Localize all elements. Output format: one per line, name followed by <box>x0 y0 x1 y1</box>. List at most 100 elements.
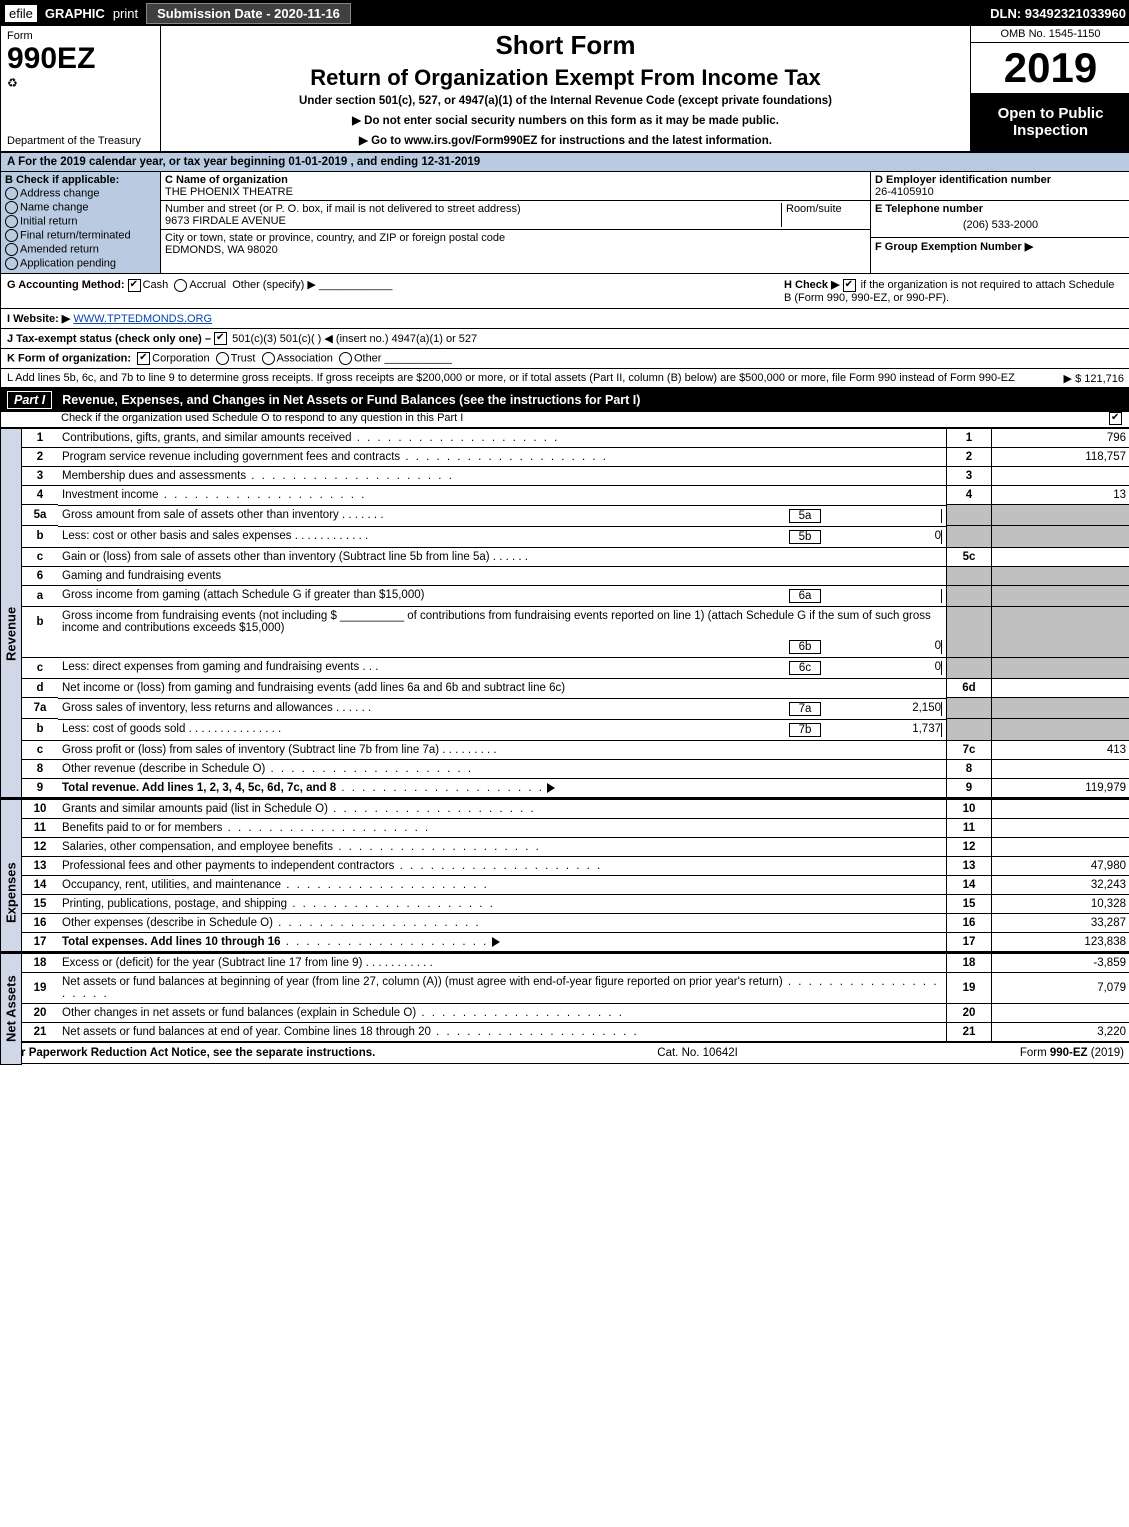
ln-18: 18 <box>22 953 58 972</box>
efile-link[interactable]: efile <box>5 5 37 22</box>
l9-amt: 119,979 <box>992 778 1129 797</box>
b-amend[interactable]: Amended return <box>5 243 156 256</box>
g-cash-check[interactable] <box>128 279 141 292</box>
b-init[interactable]: Initial return <box>5 215 156 228</box>
ln-5b: b <box>22 526 58 548</box>
l5a-amtgrey <box>992 505 1129 526</box>
ln-15: 15 <box>22 894 58 913</box>
l6-text: Gaming and fundraising events <box>58 566 947 585</box>
l5b-amtgrey <box>992 526 1129 548</box>
ln-12: 12 <box>22 837 58 856</box>
section-bc: B Check if applicable: Address change Na… <box>1 172 1129 274</box>
net-table: 18Excess or (deficit) for the year (Subt… <box>22 953 1129 1041</box>
d-label: D Employer identification number <box>875 174 1051 186</box>
j-501c3[interactable] <box>214 332 227 345</box>
l4-num: 4 <box>947 486 992 505</box>
footer-right: Form 990-EZ (2019) <box>1020 1047 1124 1059</box>
l5b-mv: 0 <box>821 530 942 544</box>
room-label: Room/suite <box>786 203 842 215</box>
l21-num: 21 <box>947 1022 992 1041</box>
h-check[interactable] <box>843 279 856 292</box>
b-addr[interactable]: Address change <box>5 187 156 200</box>
g-accrual-check[interactable] <box>174 279 187 292</box>
l5c-num: 5c <box>947 547 992 566</box>
ln-7c: c <box>22 740 58 759</box>
part1-title: Revenue, Expenses, and Changes in Net As… <box>62 393 640 407</box>
l9-text: Total revenue. Add lines 1, 2, 3, 4, 5c,… <box>62 782 336 794</box>
l1-text: Contributions, gifts, grants, and simila… <box>62 432 352 444</box>
j-label: J Tax-exempt status (check only one) – <box>7 333 214 345</box>
l1-num: 1 <box>947 429 992 448</box>
l17-num: 17 <box>947 932 992 951</box>
l12-text: Salaries, other compensation, and employ… <box>62 841 333 853</box>
return-title: Return of Organization Exempt From Incom… <box>169 65 962 91</box>
l5a-numgrey <box>947 505 992 526</box>
l6c-mv: 0 <box>821 661 942 675</box>
l2-num: 2 <box>947 448 992 467</box>
expenses-table: 10Grants and similar amounts paid (list … <box>22 799 1129 951</box>
l5a-mv <box>821 509 942 523</box>
l12-num: 12 <box>947 837 992 856</box>
l16-amt: 33,287 <box>992 913 1129 932</box>
g-cash: Cash <box>143 279 169 291</box>
k-assoc-check[interactable] <box>262 352 275 365</box>
l6c-amtgrey <box>992 657 1129 679</box>
l7b-mv: 1,737 <box>821 723 942 737</box>
side-net-assets: Net Assets <box>0 953 22 1065</box>
l21-text: Net assets or fund balances at end of ye… <box>62 1026 431 1038</box>
ln-2: 2 <box>22 448 58 467</box>
l11-amt <box>992 818 1129 837</box>
g-accrual: Accrual <box>189 279 226 291</box>
l2-amt: 118,757 <box>992 448 1129 467</box>
street-label: Number and street (or P. O. box, if mail… <box>165 203 521 215</box>
l5a-mn: 5a <box>789 509 821 523</box>
l6a-text: Gross income from gaming (attach Schedul… <box>62 589 789 603</box>
i-row: I Website: ▶ WWW.TPTEDMONDS.ORG <box>1 309 1129 329</box>
l5b-text: Less: cost or other basis and sales expe… <box>62 530 292 542</box>
l7c-num: 7c <box>947 740 992 759</box>
b-app[interactable]: Application pending <box>5 257 156 270</box>
k-trust-check[interactable] <box>216 352 229 365</box>
k-assoc: Association <box>277 353 333 365</box>
l19-num: 19 <box>947 972 992 1003</box>
b-name[interactable]: Name change <box>5 201 156 214</box>
graphic-link[interactable]: GRAPHIC <box>45 6 105 21</box>
l15-amt: 10,328 <box>992 894 1129 913</box>
i-label: I Website: ▶ <box>7 313 70 325</box>
l13-text: Professional fees and other payments to … <box>62 860 394 872</box>
ln-9: 9 <box>22 778 58 797</box>
k-row: K Form of organization: Corporation Trus… <box>1 349 1129 369</box>
k-corp-check[interactable] <box>137 352 150 365</box>
j-opts: 501(c)(3) 501(c)( ) ◀ (insert no.) 4947(… <box>232 333 477 345</box>
l14-text: Occupancy, rent, utilities, and maintena… <box>62 879 281 891</box>
ln-14: 14 <box>22 875 58 894</box>
ln-1: 1 <box>22 429 58 448</box>
print-link[interactable]: print <box>113 6 138 21</box>
l7b-text: Less: cost of goods sold <box>62 723 185 735</box>
part1-scho-check[interactable] <box>1109 412 1122 425</box>
b-final[interactable]: Final return/terminated <box>5 229 156 242</box>
l-row: L Add lines 5b, 6c, and 7b to line 9 to … <box>1 369 1129 388</box>
j-row: J Tax-exempt status (check only one) – 5… <box>1 329 1129 350</box>
website-link[interactable]: WWW.TPTEDMONDS.ORG <box>73 313 212 325</box>
dln: DLN: 93492321033960 <box>990 6 1126 21</box>
l15-text: Printing, publications, postage, and shi… <box>62 898 287 910</box>
l-text: L Add lines 5b, 6c, and 7b to line 9 to … <box>7 372 1015 384</box>
l3-text: Membership dues and assessments <box>62 470 246 482</box>
k-other-check[interactable] <box>339 352 352 365</box>
a-line: A For the 2019 calendar year, or tax yea… <box>1 153 1129 172</box>
goto-note: ▶ Go to www.irs.gov/Form990EZ for instru… <box>169 133 962 147</box>
l7a-numgrey <box>947 698 992 719</box>
l4-amt: 13 <box>992 486 1129 505</box>
l7b-mn: 7b <box>789 723 821 737</box>
l6b-t1: Gross income from fundraising events (no… <box>62 610 337 622</box>
ln-6a: a <box>22 585 58 607</box>
k-trust: Trust <box>231 353 256 365</box>
ln-17: 17 <box>22 932 58 951</box>
l5a-text: Gross amount from sale of assets other t… <box>62 509 339 521</box>
l14-amt: 32,243 <box>992 875 1129 894</box>
l6a-mn: 6a <box>789 589 821 603</box>
l11-text: Benefits paid to or for members <box>62 822 222 834</box>
h-label: H Check ▶ <box>784 279 843 291</box>
l7b-numgrey <box>947 719 992 741</box>
